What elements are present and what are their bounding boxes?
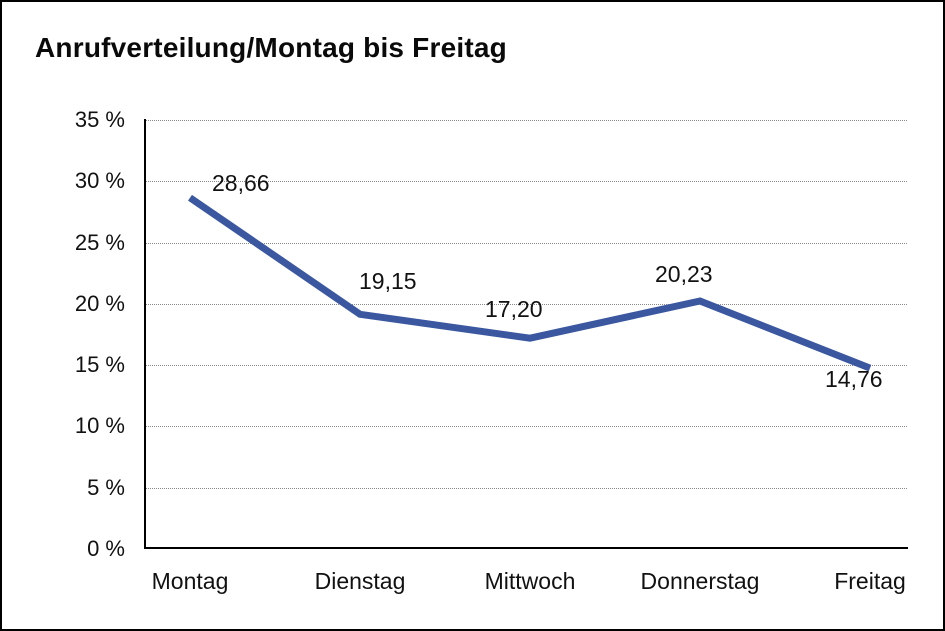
gridline <box>145 243 907 244</box>
data-point-label: 20,23 <box>655 261 713 287</box>
data-series-line <box>188 194 872 372</box>
data-point-label: 19,15 <box>359 268 417 294</box>
x-axis-category-label: Freitag <box>834 568 906 594</box>
x-axis-category-label: Montag <box>151 568 229 594</box>
data-point-label: 28,66 <box>212 170 270 196</box>
gridline <box>145 488 907 489</box>
gridline <box>145 426 907 427</box>
y-axis-tick-label: 35 % <box>74 107 125 132</box>
data-point-label: 17,20 <box>485 296 543 322</box>
y-axis-tick-label: 20 % <box>74 291 125 316</box>
y-axis-tick-label: 5 % <box>87 475 125 500</box>
x-axis-category-label: Dienstag <box>314 568 406 594</box>
gridline <box>145 181 907 182</box>
x-axis-category-label: Donnerstag <box>640 568 760 594</box>
y-axis-tick-label: 25 % <box>74 230 125 255</box>
y-axis-line <box>144 119 146 549</box>
y-axis-tick-label: 10 % <box>74 413 125 438</box>
chart-title: Anrufverteilung/Montag bis Freitag <box>35 32 507 63</box>
gridline <box>145 120 907 121</box>
x-axis-line <box>144 547 908 549</box>
y-axis-tick-label: 30 % <box>74 168 125 193</box>
y-axis-tick-label: 0 % <box>87 536 125 561</box>
x-axis-category-label: Mittwoch <box>484 568 576 594</box>
gridline <box>145 365 907 366</box>
data-point-label: 14,76 <box>825 366 883 392</box>
y-axis-tick-label: 15 % <box>74 352 125 377</box>
